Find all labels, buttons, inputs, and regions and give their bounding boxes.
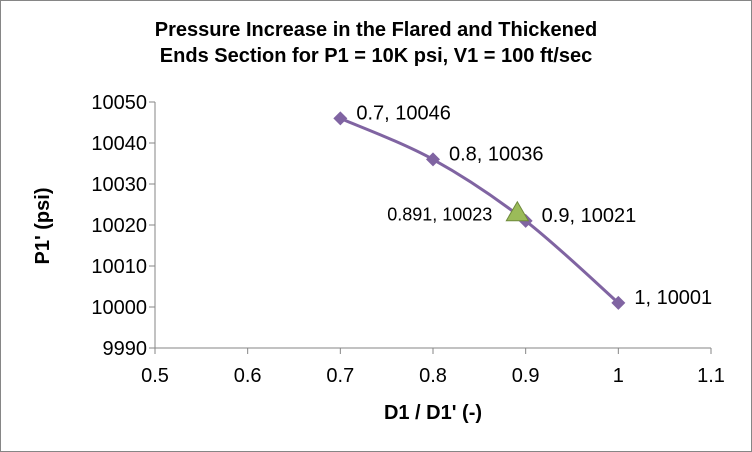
triangle-marker bbox=[505, 200, 530, 222]
x-axis-ticks: 0.5 0.6 0.7 0.8 0.9 1 1.1 bbox=[141, 348, 725, 387]
y-tick-label: 10020 bbox=[91, 215, 147, 237]
y-tick-label: 10040 bbox=[91, 133, 147, 155]
y-tick-label: 10050 bbox=[91, 92, 147, 114]
data-label: 0.8, 10036 bbox=[449, 143, 544, 165]
series-line bbox=[339, 117, 620, 305]
chart-title: Pressure Increase in the Flared and Thic… bbox=[1, 17, 751, 69]
y-tick-label: 10010 bbox=[91, 256, 147, 278]
data-label: 0.7, 10046 bbox=[356, 102, 451, 124]
y-tick-label: 9990 bbox=[103, 338, 148, 360]
chart-title-line-2: Ends Section for P1 = 10K psi, V1 = 100 … bbox=[159, 45, 593, 67]
x-tick-label: 0.6 bbox=[234, 365, 262, 387]
y-tick-label: 10000 bbox=[91, 297, 147, 319]
diamond-marker bbox=[426, 152, 440, 167]
y-axis-ticks: 9990 10000 10010 10020 10030 10040 10050 bbox=[91, 92, 155, 360]
data-label: 0.9, 10021 bbox=[542, 205, 637, 227]
x-tick-label: 0.7 bbox=[326, 365, 354, 387]
x-tick-label: 0.5 bbox=[141, 365, 169, 387]
highlight-markers bbox=[505, 200, 530, 222]
x-tick-label: 1 bbox=[613, 365, 624, 387]
y-tick-label: 10030 bbox=[91, 174, 147, 196]
chart-title-line-1: Pressure Increase in the Flared and Thic… bbox=[154, 19, 598, 41]
diamond-marker bbox=[333, 111, 348, 126]
x-axis-label: D1 / D1' (-) bbox=[384, 402, 482, 424]
diamond-marker bbox=[611, 295, 626, 310]
data-labels: 0.7, 10046 0.8, 10036 0.9, 10021 1, 10001 0.… bbox=[356, 102, 712, 309]
y-axis-label: P1' (psi) bbox=[32, 188, 54, 265]
highlight-data-label: 0.891, 10023 bbox=[387, 205, 492, 225]
x-tick-label: 1.1 bbox=[697, 365, 725, 387]
data-label: 1, 10001 bbox=[634, 287, 712, 309]
x-tick-label: 0.8 bbox=[419, 365, 447, 387]
x-tick-label: 0.9 bbox=[512, 365, 540, 387]
